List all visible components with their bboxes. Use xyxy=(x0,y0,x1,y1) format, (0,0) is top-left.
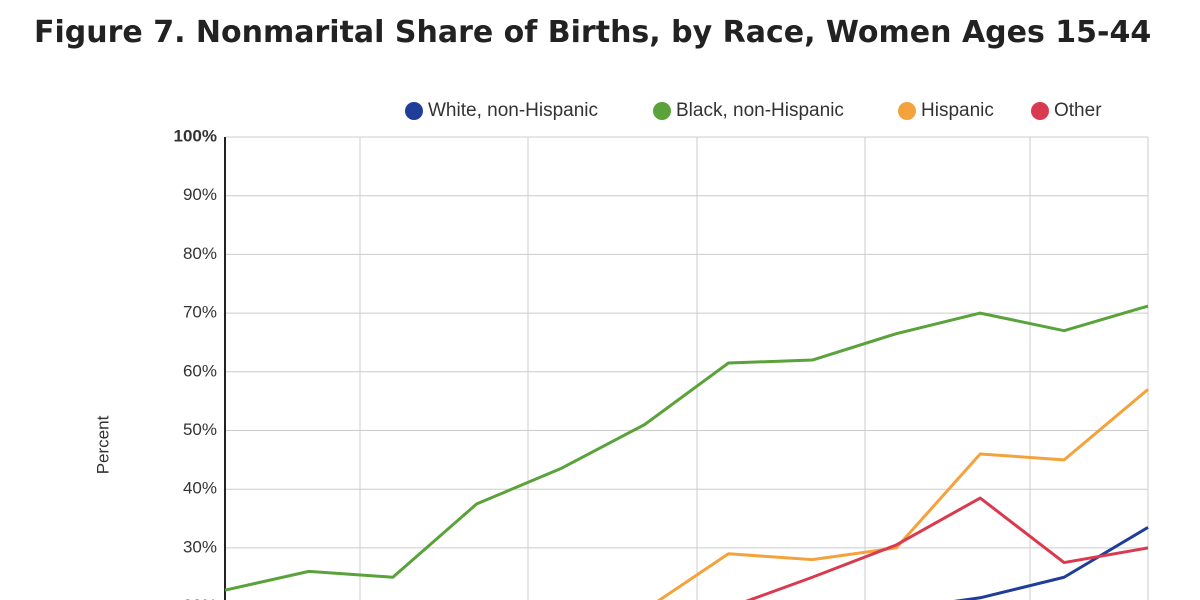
legend-label: White, non-Hispanic xyxy=(428,100,598,121)
y-tick-label: 20% xyxy=(183,596,217,600)
series-line xyxy=(656,388,1149,600)
y-tick-label: 40% xyxy=(183,479,217,498)
y-tick-label: 80% xyxy=(183,244,217,263)
legend-swatch xyxy=(653,102,671,120)
legend-label: Other xyxy=(1054,100,1102,121)
y-tick-label: 70% xyxy=(183,303,217,322)
y-tick-label: 90% xyxy=(183,185,217,204)
series-line xyxy=(224,304,1149,592)
legend-label: Black, non-Hispanic xyxy=(676,100,844,121)
y-tick-label: 60% xyxy=(183,361,217,380)
x-grid xyxy=(359,137,1149,600)
legend-swatch xyxy=(1031,102,1049,120)
legend-swatch xyxy=(405,102,423,120)
y-axis-label: Percent xyxy=(93,415,112,474)
y-tick-label: 100% xyxy=(174,126,217,145)
legend-swatch xyxy=(898,102,916,120)
y-tick-label: 30% xyxy=(183,537,217,556)
series-line xyxy=(953,526,1149,600)
legend-label: Hispanic xyxy=(921,100,994,121)
y-tick-label: 50% xyxy=(183,420,217,439)
series-line xyxy=(745,496,1149,600)
chart-title: Figure 7. Nonmarital Share of Births, by… xyxy=(34,15,1151,50)
